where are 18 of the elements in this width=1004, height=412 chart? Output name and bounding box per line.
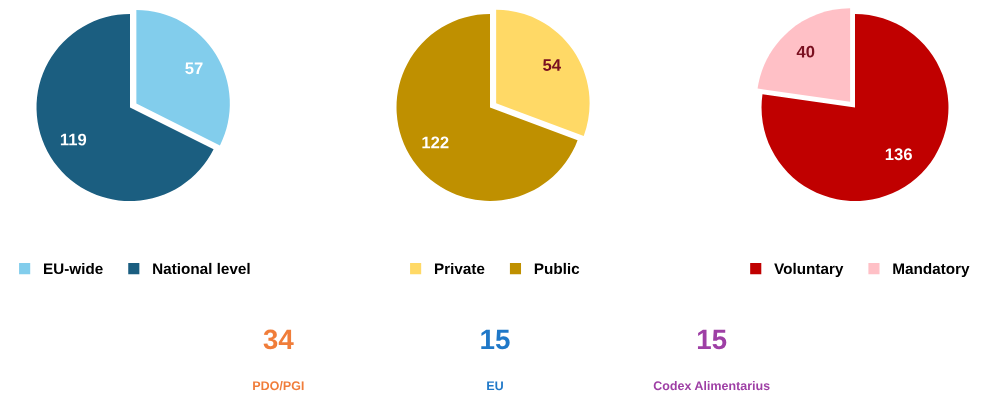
text: 15 xyxy=(481,329,510,350)
text: 15 xyxy=(697,329,727,350)
text: 34 xyxy=(263,329,294,350)
legend-label: Voluntary xyxy=(774,262,844,278)
text: Codex Alimentarius xyxy=(653,380,770,391)
legend-label: Private xyxy=(434,262,485,275)
text: EU xyxy=(487,381,503,391)
data-label: 119 xyxy=(60,133,87,146)
legend-label: EU-wide xyxy=(44,262,103,275)
legend-label: Mandatory xyxy=(893,262,970,278)
legend-label: Public xyxy=(534,262,580,275)
legend-label: National level xyxy=(153,262,250,275)
text: PDO/PGI xyxy=(253,380,304,391)
data-label: 54 xyxy=(543,59,561,71)
data-label: 136 xyxy=(885,148,912,161)
data-label: 122 xyxy=(422,136,449,149)
data-label: 57 xyxy=(185,62,203,75)
data-label: 40 xyxy=(796,45,815,58)
